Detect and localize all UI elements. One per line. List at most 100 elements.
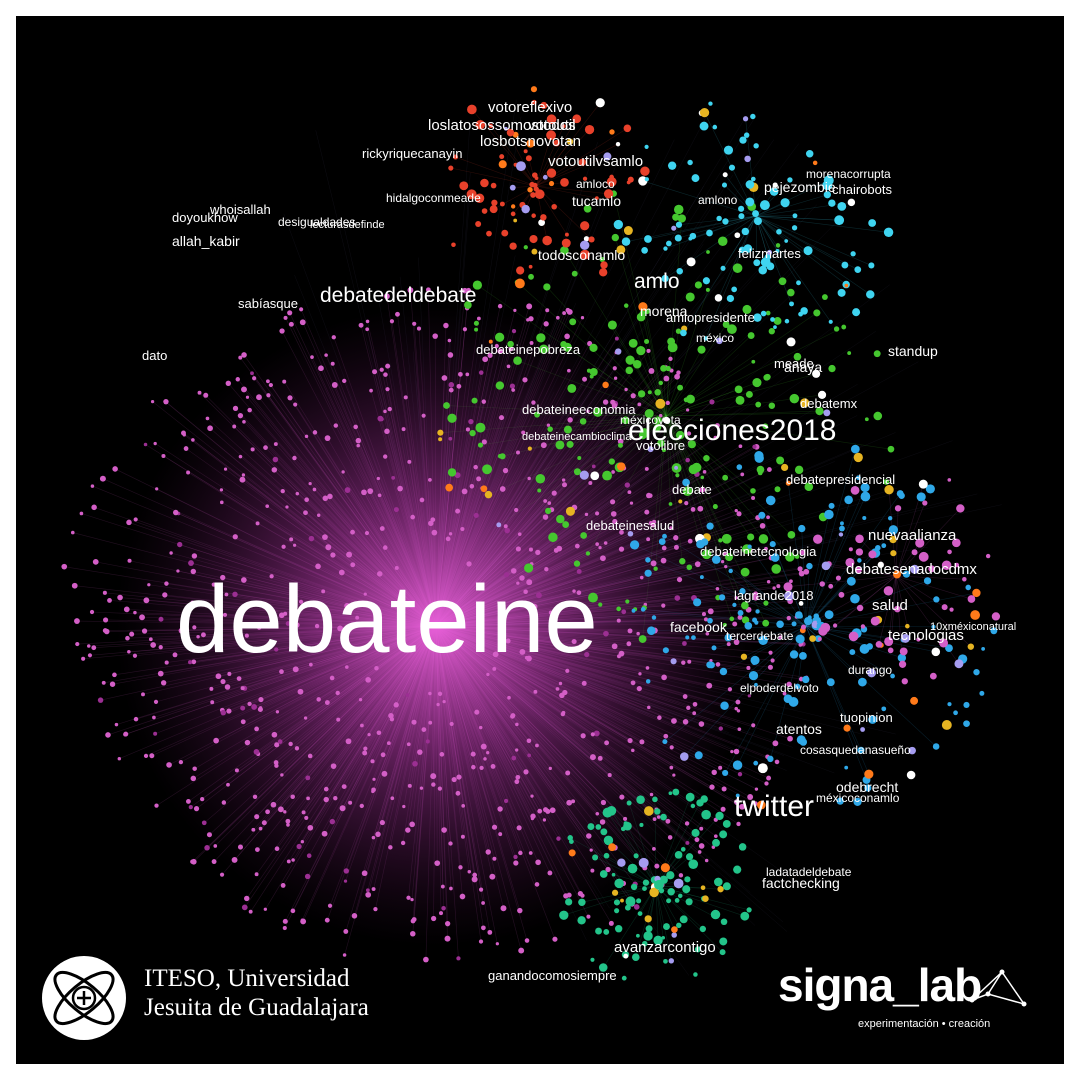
node bbox=[617, 442, 623, 448]
edge bbox=[450, 167, 537, 187]
node bbox=[372, 369, 378, 375]
hashtag-label-mexicoconamlo: méxicoconamlo bbox=[816, 791, 900, 805]
node bbox=[310, 355, 314, 359]
node bbox=[448, 165, 454, 171]
node bbox=[515, 722, 519, 727]
node bbox=[503, 126, 508, 131]
node bbox=[226, 708, 232, 714]
edge bbox=[683, 215, 757, 334]
node bbox=[492, 856, 497, 861]
node bbox=[660, 365, 667, 372]
node bbox=[939, 638, 949, 648]
node bbox=[238, 454, 243, 459]
node bbox=[848, 631, 859, 642]
node bbox=[534, 411, 540, 418]
node bbox=[766, 775, 772, 781]
node bbox=[271, 467, 278, 473]
edge bbox=[665, 373, 817, 417]
iteso-name-line2: Jesuita de Guadalajara bbox=[144, 994, 369, 1021]
node bbox=[291, 858, 295, 862]
node bbox=[443, 322, 449, 329]
node bbox=[662, 739, 668, 745]
node bbox=[915, 538, 925, 548]
node bbox=[668, 356, 673, 361]
node bbox=[824, 509, 834, 520]
node bbox=[535, 859, 541, 866]
node bbox=[610, 511, 617, 517]
node bbox=[928, 565, 936, 573]
node bbox=[932, 743, 940, 750]
node bbox=[860, 483, 870, 493]
node bbox=[832, 623, 838, 628]
hashtag-label-mexicovota: méxicovota bbox=[620, 413, 681, 427]
node bbox=[480, 743, 487, 750]
node bbox=[367, 732, 371, 737]
node bbox=[383, 372, 388, 377]
node bbox=[789, 301, 794, 307]
node bbox=[234, 768, 239, 773]
node bbox=[772, 740, 779, 747]
node bbox=[521, 430, 526, 435]
node bbox=[945, 644, 953, 653]
hashtag-label-ladatadeldebate: ladatadeldebate bbox=[766, 865, 852, 879]
node bbox=[444, 921, 451, 927]
node bbox=[481, 439, 487, 445]
node bbox=[283, 315, 288, 320]
node bbox=[857, 558, 862, 563]
edge bbox=[805, 496, 866, 627]
node bbox=[694, 751, 703, 760]
node bbox=[603, 541, 608, 545]
node bbox=[487, 352, 493, 358]
node bbox=[631, 608, 636, 613]
node bbox=[178, 759, 184, 765]
node bbox=[580, 316, 585, 320]
node bbox=[567, 835, 573, 841]
node bbox=[665, 365, 671, 372]
node bbox=[148, 637, 153, 642]
node bbox=[679, 915, 688, 924]
node bbox=[691, 174, 700, 183]
node bbox=[905, 623, 910, 629]
node bbox=[703, 617, 708, 622]
node bbox=[469, 483, 475, 489]
node bbox=[757, 470, 763, 476]
node bbox=[884, 636, 894, 647]
node bbox=[692, 701, 698, 707]
node bbox=[699, 575, 704, 580]
edge bbox=[535, 185, 609, 195]
node bbox=[724, 565, 728, 569]
node bbox=[701, 809, 711, 820]
node bbox=[676, 922, 682, 929]
edge bbox=[535, 118, 578, 187]
node bbox=[190, 859, 195, 864]
node bbox=[543, 807, 549, 813]
node bbox=[428, 520, 434, 527]
node bbox=[640, 166, 650, 176]
hashtag-label-factchecking: factchecking bbox=[762, 875, 840, 891]
node bbox=[722, 819, 731, 828]
node bbox=[850, 485, 860, 495]
node bbox=[406, 742, 411, 747]
node bbox=[563, 425, 572, 434]
node bbox=[546, 130, 556, 141]
edge bbox=[705, 215, 757, 339]
node bbox=[728, 568, 733, 574]
node bbox=[412, 760, 418, 767]
node bbox=[543, 321, 549, 327]
node bbox=[511, 388, 516, 392]
node bbox=[685, 635, 690, 640]
node bbox=[713, 834, 718, 839]
node bbox=[747, 544, 752, 549]
node bbox=[272, 456, 279, 463]
node bbox=[467, 870, 471, 874]
node bbox=[545, 507, 552, 515]
node bbox=[741, 601, 749, 610]
node bbox=[510, 204, 516, 209]
node bbox=[500, 905, 507, 912]
node bbox=[581, 680, 587, 686]
node bbox=[631, 748, 635, 753]
node bbox=[473, 464, 478, 470]
node bbox=[327, 493, 333, 500]
node bbox=[751, 359, 756, 364]
node bbox=[498, 160, 507, 169]
